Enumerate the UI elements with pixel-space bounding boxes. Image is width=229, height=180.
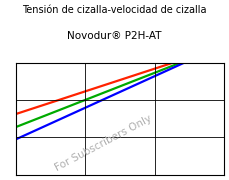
Text: Novodur® P2H-AT: Novodur® P2H-AT <box>67 31 162 41</box>
Text: Tensión de cizalla-velocidad de cizalla: Tensión de cizalla-velocidad de cizalla <box>22 5 207 15</box>
Text: For Subscribers Only: For Subscribers Only <box>54 114 154 173</box>
